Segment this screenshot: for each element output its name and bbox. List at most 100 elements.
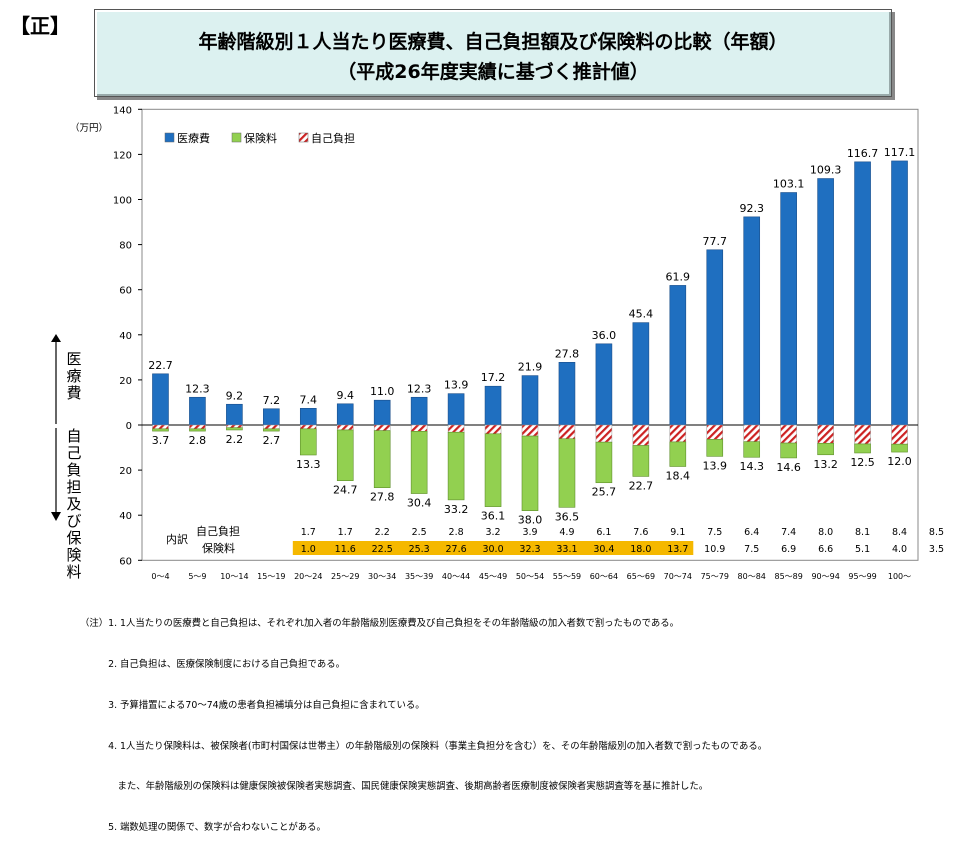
y-tick-label: 0 [126, 421, 132, 432]
side-label-lower-char: び [66, 512, 81, 530]
footnote-5: 5. 端数処理の関係で、数字が合わないことがある。 [80, 822, 326, 834]
bar-medical-cost [410, 396, 428, 426]
bar-premium [189, 428, 206, 432]
data-label-medical-cost: 11.0 [370, 385, 395, 398]
breakdown-copay-value: 8.0 [818, 527, 833, 538]
bar-medical-cost [854, 161, 871, 426]
bar-copay [595, 424, 613, 443]
bar-premium [447, 431, 465, 501]
data-label-burden-total: 38.0 [518, 514, 543, 527]
data-label-burden-total: 12.5 [850, 456, 875, 469]
bar-copay [484, 424, 502, 435]
bar-premium [373, 430, 391, 488]
data-label-medical-cost: 117.1 [884, 146, 916, 159]
breakdown-premium-value: 27.6 [446, 544, 467, 555]
y-tick-label: 100 [113, 196, 132, 207]
data-label-medical-cost: 13.9 [444, 379, 469, 392]
data-label-medical-cost: 45.4 [629, 308, 654, 321]
x-tick-label: 40～44 [442, 572, 470, 581]
bar-copay [152, 424, 169, 430]
breakdown-premium-value: 10.9 [704, 544, 725, 555]
side-label-lower-char: 担 [66, 478, 81, 496]
breakdown-premium-value: 5.1 [855, 544, 870, 555]
bar-copay [226, 424, 243, 428]
y-tick-label: 40 [119, 331, 132, 342]
x-tick-label: 95～99 [848, 572, 876, 581]
bar-premium [336, 429, 354, 481]
bar-copay [373, 424, 391, 431]
breakdown-premium-value: 25.3 [409, 544, 430, 555]
side-label-upper-char: 医 [66, 350, 81, 368]
bar-copay [558, 424, 576, 440]
chart-title: 年齢階級別１人当たり医療費、自己負担額及び保険料の比較（年額） [198, 31, 788, 53]
bar-copay [336, 424, 354, 431]
breakdown-copay-value: 8.1 [855, 527, 870, 538]
bar-medical-cost [484, 385, 502, 426]
data-label-burden-total: 25.7 [592, 486, 617, 499]
bar-copay [743, 424, 760, 442]
bar-premium [669, 441, 687, 467]
legend-label: 自己負担 [311, 131, 355, 145]
legend-swatch [164, 132, 175, 143]
data-label-medical-cost: 21.9 [518, 361, 543, 374]
breakdown-premium-value: 6.6 [818, 544, 833, 555]
breakdown-premium-value: 7.5 [744, 544, 759, 555]
data-label-medical-cost: 103.1 [773, 178, 805, 191]
breakdown-premium-value: 30.0 [482, 544, 503, 555]
data-label-burden-total: 33.2 [444, 503, 469, 516]
bar-medical-cost [817, 178, 834, 426]
data-label-medical-cost: 109.3 [810, 164, 842, 177]
side-label-lower-char: 料 [66, 563, 81, 581]
chart-subtitle: （平成26年度実績に基づく推計値） [337, 61, 649, 83]
legend-swatch [298, 132, 309, 143]
data-label-medical-cost: 77.7 [703, 235, 728, 248]
side-label-lower-char: 負 [66, 461, 81, 479]
breakdown-premium-value: 3.5 [929, 544, 944, 555]
breakdown-premium-value: 30.4 [593, 544, 614, 555]
bar-premium [595, 441, 613, 484]
footnote-4: 4. 1人当たり保険料は、被保険者(市町村国保は世帯主）の年齢階級別の保険料（事… [80, 740, 768, 752]
breakdown-copay-value: 2.8 [449, 527, 464, 538]
data-label-burden-total: 2.2 [226, 433, 244, 446]
side-label-lower-char: 及 [66, 495, 81, 513]
data-label-medical-cost: 27.8 [555, 347, 580, 360]
breakdown-premium-value: 32.3 [519, 544, 540, 555]
data-label-medical-cost: 61.9 [666, 270, 691, 283]
data-label-burden-total: 30.4 [407, 497, 432, 510]
breakdown-premium-value: 4.0 [892, 544, 907, 555]
breakdown-copay-value: 7.5 [707, 527, 722, 538]
bar-premium [891, 443, 908, 453]
breakdown-copay-value: 2.5 [412, 527, 427, 538]
footnote-2: 2. 自己負担は、医療保険制度における自己負担である。 [80, 658, 345, 670]
bar-premium [152, 428, 169, 432]
x-tick-label: 45～49 [479, 572, 507, 581]
footnote-4b: また、年齢階級別の保険料は健康保険被保険者実態調査、国民健康保険実態調査、後期高… [80, 781, 709, 793]
legend-swatch [231, 132, 242, 143]
breakdown-premium-value: 1.0 [301, 544, 316, 555]
breakdown-copay-value: 2.2 [375, 527, 390, 538]
data-label-medical-cost: 116.7 [847, 147, 879, 160]
breakdown-highlight [292, 541, 694, 555]
bar-premium [817, 442, 834, 456]
bar-medical-cost [152, 373, 169, 426]
x-tick-label: 30～34 [368, 572, 396, 581]
legend-label: 保険料 [244, 131, 277, 145]
y-tick-label: 20 [119, 466, 132, 477]
data-label-burden-total: 13.2 [813, 458, 838, 471]
bar-premium [780, 442, 797, 459]
bar-copay [632, 424, 650, 446]
data-label-medical-cost: 92.3 [739, 202, 764, 215]
breakdown-copay-value: 7.6 [633, 527, 648, 538]
data-label-medical-cost: 12.3 [185, 382, 210, 395]
page-tag: 【正】 [10, 14, 70, 38]
y-tick-label: 80 [119, 241, 132, 252]
data-label-medical-cost: 36.0 [592, 329, 617, 342]
bar-medical-cost [521, 375, 539, 426]
x-tick-label: 90～94 [811, 572, 839, 581]
breakdown-title: 内訳 [166, 532, 188, 546]
data-label-burden-total: 36.1 [481, 510, 506, 523]
bar-medical-cost [263, 408, 280, 426]
footnote-1: （注）1. 1人当たりの医療費と自己負担は、それぞれ加入者の年齢階級別医療費及び… [80, 618, 680, 630]
data-label-burden-total: 12.0 [887, 455, 912, 468]
bar-premium [226, 427, 243, 431]
